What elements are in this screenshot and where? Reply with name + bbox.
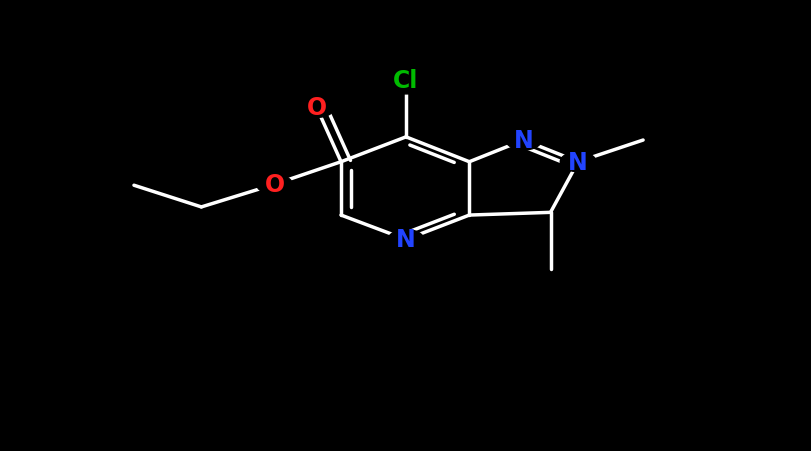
Circle shape — [381, 68, 430, 95]
Text: O: O — [307, 96, 326, 120]
Circle shape — [388, 230, 423, 250]
Circle shape — [298, 98, 334, 118]
Text: O: O — [264, 173, 284, 197]
Circle shape — [560, 152, 595, 172]
Text: N: N — [396, 228, 415, 252]
Circle shape — [505, 131, 541, 151]
Text: N: N — [513, 129, 533, 153]
Text: Cl: Cl — [393, 69, 418, 93]
Text: N: N — [568, 150, 587, 175]
Circle shape — [256, 175, 292, 195]
